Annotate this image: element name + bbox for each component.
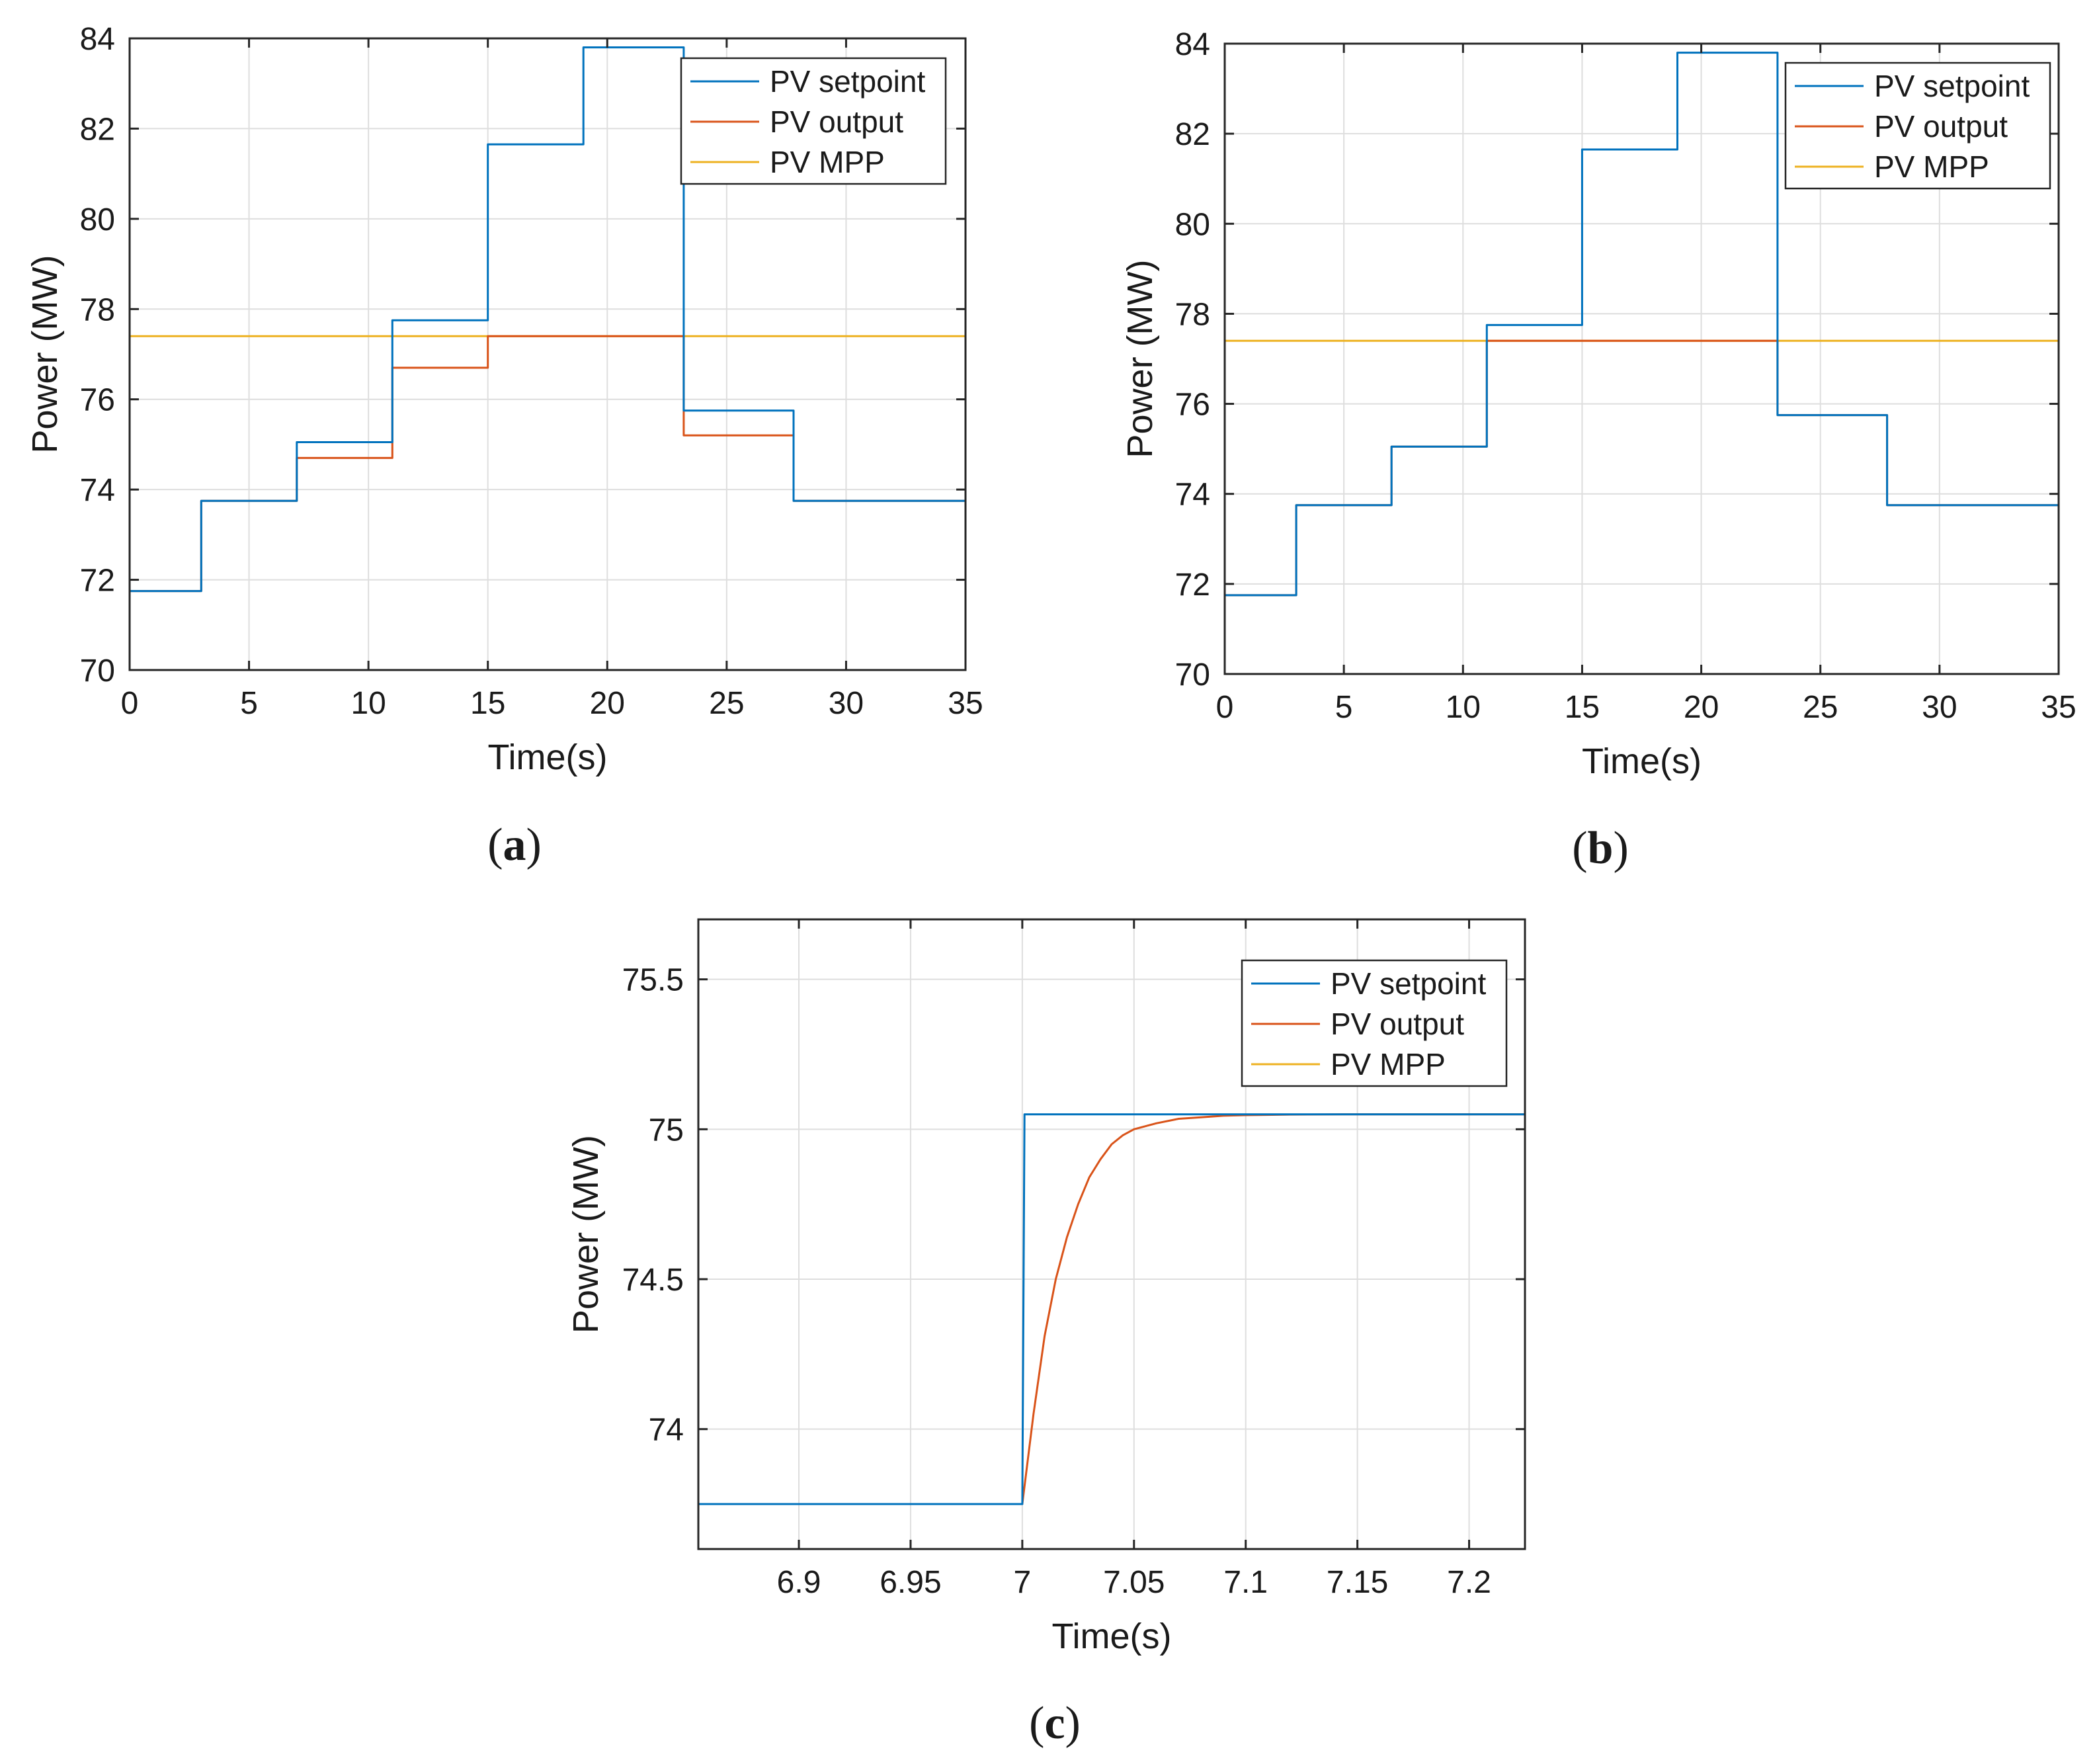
legend: PV setpoint PV output PV MPP: [1241, 959, 1508, 1087]
y-tick-label: 76: [80, 383, 115, 418]
caption-letter: a: [503, 819, 526, 870]
y-tick-label: 78: [80, 292, 115, 327]
x-tick-label: 7: [1014, 1565, 1032, 1600]
axes-frame: [697, 918, 1526, 1550]
x-tick-label: 7.2: [1447, 1565, 1491, 1600]
caption-paren-open: (: [487, 819, 503, 870]
y-tick-label: 82: [80, 112, 115, 147]
legend-label: PV output: [770, 105, 903, 139]
y-tick-label: 82: [1175, 117, 1210, 152]
legend: PV setpoint PV output PV MPP: [680, 57, 947, 185]
y-tick-label: 70: [1175, 657, 1210, 693]
x-tick-label: 5: [240, 686, 258, 721]
x-tick-label: 25: [709, 686, 744, 721]
x-tick-label: 7.15: [1327, 1565, 1388, 1600]
series-group: [698, 1113, 1525, 1505]
x-tick-label: 20: [590, 686, 625, 721]
x-tick-label: 15: [1565, 690, 1600, 725]
panel-caption: (c): [1029, 1698, 1081, 1749]
x-tick-label: 10: [350, 686, 386, 721]
x-tick-label: 5: [1335, 690, 1353, 725]
panel-caption: (b): [1572, 823, 1629, 874]
series-group: [1225, 52, 2059, 597]
y-tick-label: 74: [80, 473, 115, 508]
x-tick-label: 7.1: [1223, 1565, 1268, 1600]
y-tick-label: 75: [649, 1113, 684, 1148]
y-tick-label: 72: [80, 564, 115, 599]
x-tick-label: 35: [948, 686, 983, 721]
axes-frame: [128, 37, 967, 671]
y-tick-label: 80: [1175, 207, 1210, 242]
y-axis-label: Power (MW): [566, 1135, 606, 1333]
chart-c: 6.9 6.95 7 7.05 7.1 7.15 7.2 74 74.5 75 75.5 Time(s…: [566, 918, 1526, 1749]
chart-a: 0 5 10 15 20 25 30 35 70 72 74 76 78 80 82 84 Time(s) Pow…: [25, 22, 983, 870]
chart-b: 0 5 10 15 20 25 30 35 70 72 74 76 78 80 82 84 Time(s) Pow…: [1120, 27, 2076, 874]
x-tick-label: 20: [1684, 690, 1719, 725]
x-tick-label: 0: [121, 686, 139, 721]
x-tick-label: 35: [2041, 690, 2076, 725]
x-axis-label: Time(s): [1582, 741, 1702, 781]
legend-label: PV output: [1874, 109, 2008, 144]
legend-label: PV output: [1331, 1007, 1464, 1041]
caption-paren-close: ): [1065, 1698, 1081, 1749]
y-tick-label: 75.5: [622, 963, 684, 998]
legend: PV setpoint PV output PV MPP: [1784, 62, 2051, 190]
legend-label: PV MPP: [1331, 1047, 1446, 1081]
legend-label: PV setpoint: [1331, 966, 1486, 1001]
x-axis-label: Time(s): [1052, 1617, 1172, 1656]
series-line-setpoint: [698, 1113, 1525, 1505]
y-tick-label: 74.5: [622, 1263, 684, 1298]
y-tick-label: 80: [80, 202, 115, 237]
x-tick-label: 6.9: [777, 1565, 821, 1600]
x-tick-label: 7.05: [1103, 1565, 1165, 1600]
y-tick-label: 78: [1175, 297, 1210, 332]
legend-label: PV MPP: [1874, 149, 1989, 184]
caption-paren-open: (: [1572, 823, 1587, 874]
x-tick-label: 25: [1803, 690, 1838, 725]
y-axis-label: Power (MW): [25, 255, 65, 454]
y-tick-label: 84: [1175, 27, 1210, 62]
x-tick-label: 0: [1216, 690, 1234, 725]
y-tick-label: 76: [1175, 388, 1210, 423]
caption-letter: b: [1588, 823, 1614, 874]
y-tick-label: 72: [1175, 567, 1210, 603]
panel-caption: (a): [487, 819, 542, 870]
x-tick-label: 15: [470, 686, 505, 721]
caption-paren-open: (: [1029, 1698, 1044, 1749]
x-tick-label: 30: [1922, 690, 1957, 725]
y-tick-label: 70: [80, 653, 115, 689]
caption-letter: c: [1044, 1698, 1065, 1749]
legend-label: PV setpoint: [770, 64, 925, 99]
x-tick-label: 30: [829, 686, 864, 721]
y-tick-label: 74: [1175, 478, 1210, 513]
legend-label: PV MPP: [770, 145, 885, 179]
legend-label: PV setpoint: [1874, 69, 2030, 103]
series-line-setpoint: [130, 46, 966, 593]
caption-paren-close: ): [1613, 823, 1628, 874]
x-axis-label: Time(s): [488, 737, 608, 777]
caption-paren-close: ): [526, 819, 542, 870]
y-tick-label: 84: [80, 22, 115, 57]
x-tick-label: 10: [1446, 690, 1481, 725]
series-group: [130, 46, 966, 593]
axes-frame: [1223, 42, 2060, 675]
y-axis-label: Power (MW): [1120, 260, 1160, 458]
y-tick-label: 74: [649, 1413, 684, 1448]
series-line-setpoint: [1225, 52, 2059, 597]
x-tick-label: 6.95: [880, 1565, 941, 1600]
